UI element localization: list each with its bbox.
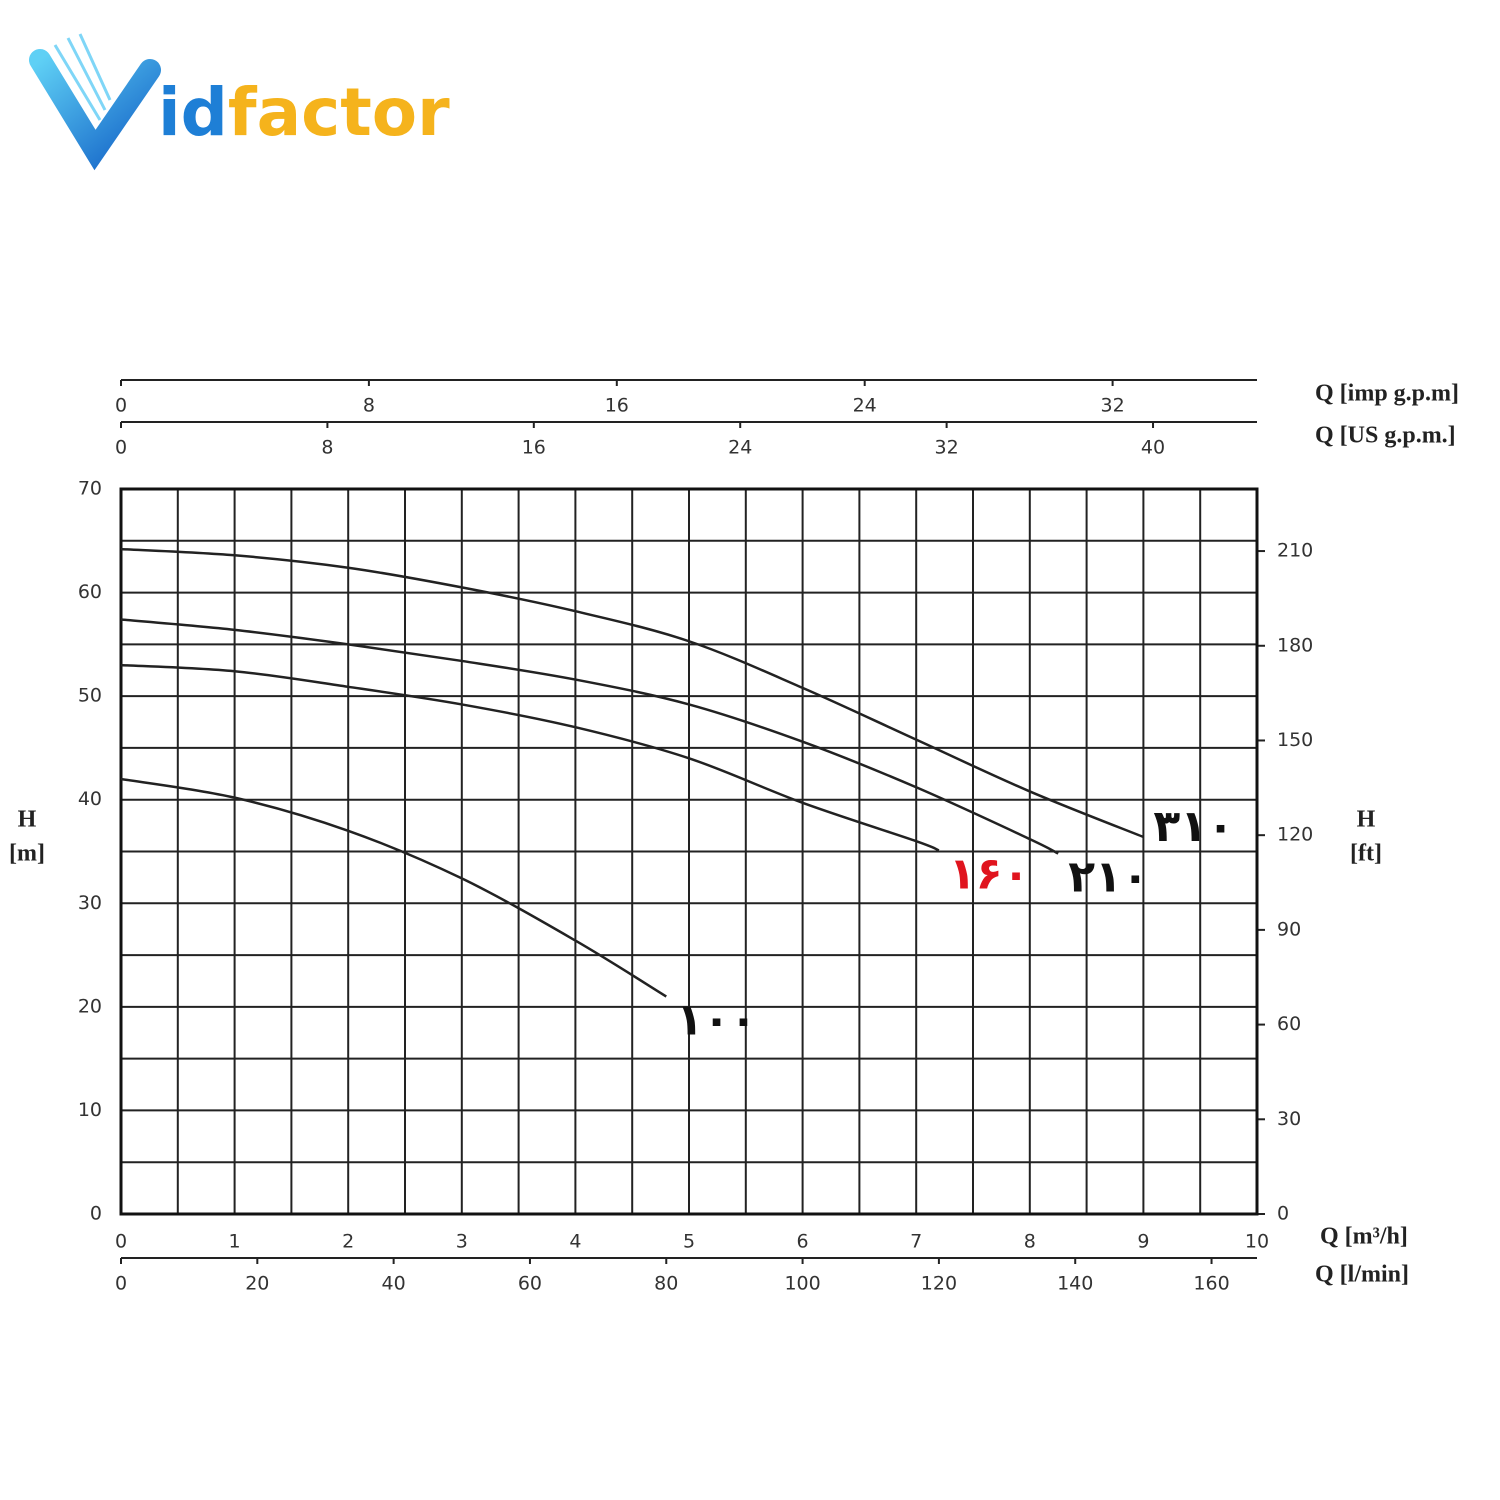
y-tick-label: 20	[78, 995, 102, 1017]
extra-axis-tick-label: 160	[1193, 1273, 1229, 1295]
x-tick-label: 9	[1137, 1231, 1149, 1253]
y2-axis-label: H	[1357, 807, 1376, 833]
extra-axis-label: Q [imp g.p.m]	[1315, 381, 1459, 407]
extra-axis-tick-label: 32	[935, 437, 959, 459]
extra-axis-tick-label: 24	[728, 437, 752, 459]
y2-tick-label: 60	[1277, 1013, 1301, 1035]
x-axis-label: Q [m³/h]	[1320, 1224, 1408, 1250]
extra-axis-tick-label: 16	[522, 437, 546, 459]
extra-axis-label: Q [l/min]	[1315, 1262, 1409, 1288]
logo-stripes	[53, 33, 112, 121]
y-tick-label: 60	[78, 581, 102, 603]
y-tick-label: 30	[78, 892, 102, 914]
x-tick-label: 0	[115, 1231, 127, 1253]
series-label: ۱۶۰	[949, 848, 1030, 899]
extra-axis-tick-label: 40	[382, 1273, 406, 1295]
x-tick-label: 5	[683, 1231, 695, 1253]
extra-axis-tick-label: 80	[654, 1273, 678, 1295]
extra-axis-tick-label: 8	[363, 395, 375, 417]
extra-axis-tick-label: 120	[921, 1273, 957, 1295]
y2-tick-label: 210	[1277, 540, 1313, 562]
extra-axis-tick-label: 24	[853, 395, 877, 417]
x-tick-label: 3	[456, 1231, 468, 1253]
y-tick-label: 50	[78, 685, 102, 707]
extra-axis-label: Q [US g.p.m.]	[1315, 423, 1456, 449]
series-label: ۳۱۰	[1153, 801, 1234, 852]
y2-tick-label: 120	[1277, 824, 1313, 846]
y2-tick-label: 30	[1277, 1108, 1301, 1130]
extra-axis-tick-label: 60	[518, 1273, 542, 1295]
extra-axis-tick-label: 0	[115, 1273, 127, 1295]
curve	[120, 663, 940, 852]
logo-blue: id	[158, 74, 228, 151]
x-tick-label: 7	[910, 1231, 922, 1253]
y-tick-label: 70	[78, 478, 102, 500]
logo-yellow: factor	[228, 74, 450, 151]
y-axis-label: H	[18, 807, 37, 833]
x-tick-label: 8	[1024, 1231, 1036, 1253]
series-label: ۱۰۰	[676, 995, 757, 1046]
logo-text: Vidfactor	[158, 74, 450, 151]
extra-axis-tick-label: 32	[1101, 395, 1125, 417]
x-tick-label: 10	[1245, 1231, 1269, 1253]
logo: Vidfactor	[29, 33, 450, 171]
curve	[120, 547, 1144, 839]
extra-axis-tick-label: 100	[784, 1273, 820, 1295]
extra-axis-tick-label: 40	[1141, 437, 1165, 459]
y2-tick-label: 180	[1277, 634, 1313, 656]
extra-axis-tick-label: 0	[115, 437, 127, 459]
x-tick-label: 4	[569, 1231, 581, 1253]
plot-frame	[119, 487, 1259, 1216]
y-tick-label: 10	[78, 1099, 102, 1121]
y2-axis-label: [ft]	[1350, 841, 1382, 867]
extra-axis-tick-label: 20	[245, 1273, 269, 1295]
x-tick-label: 2	[342, 1231, 354, 1253]
logo-mark	[29, 49, 161, 171]
y2-tick-label: 90	[1277, 918, 1301, 940]
y2-tick-label: 150	[1277, 729, 1313, 751]
y-axis-label: [m]	[9, 841, 45, 867]
curve	[120, 618, 1059, 855]
curve	[120, 777, 667, 998]
x-tick-label: 6	[797, 1231, 809, 1253]
extra-axis-tick-label: 16	[605, 395, 629, 417]
extra-axis-tick-label: 0	[115, 395, 127, 417]
extra-axis-tick-label: 140	[1057, 1273, 1093, 1295]
extra-axis-tick-label: 8	[321, 437, 333, 459]
series-label: ۲۱۰	[1068, 852, 1149, 903]
x-tick-label: 1	[229, 1231, 241, 1253]
y2-tick-label: 0	[1277, 1203, 1289, 1225]
y-tick-label: 0	[90, 1203, 102, 1225]
y-tick-label: 40	[78, 788, 102, 810]
